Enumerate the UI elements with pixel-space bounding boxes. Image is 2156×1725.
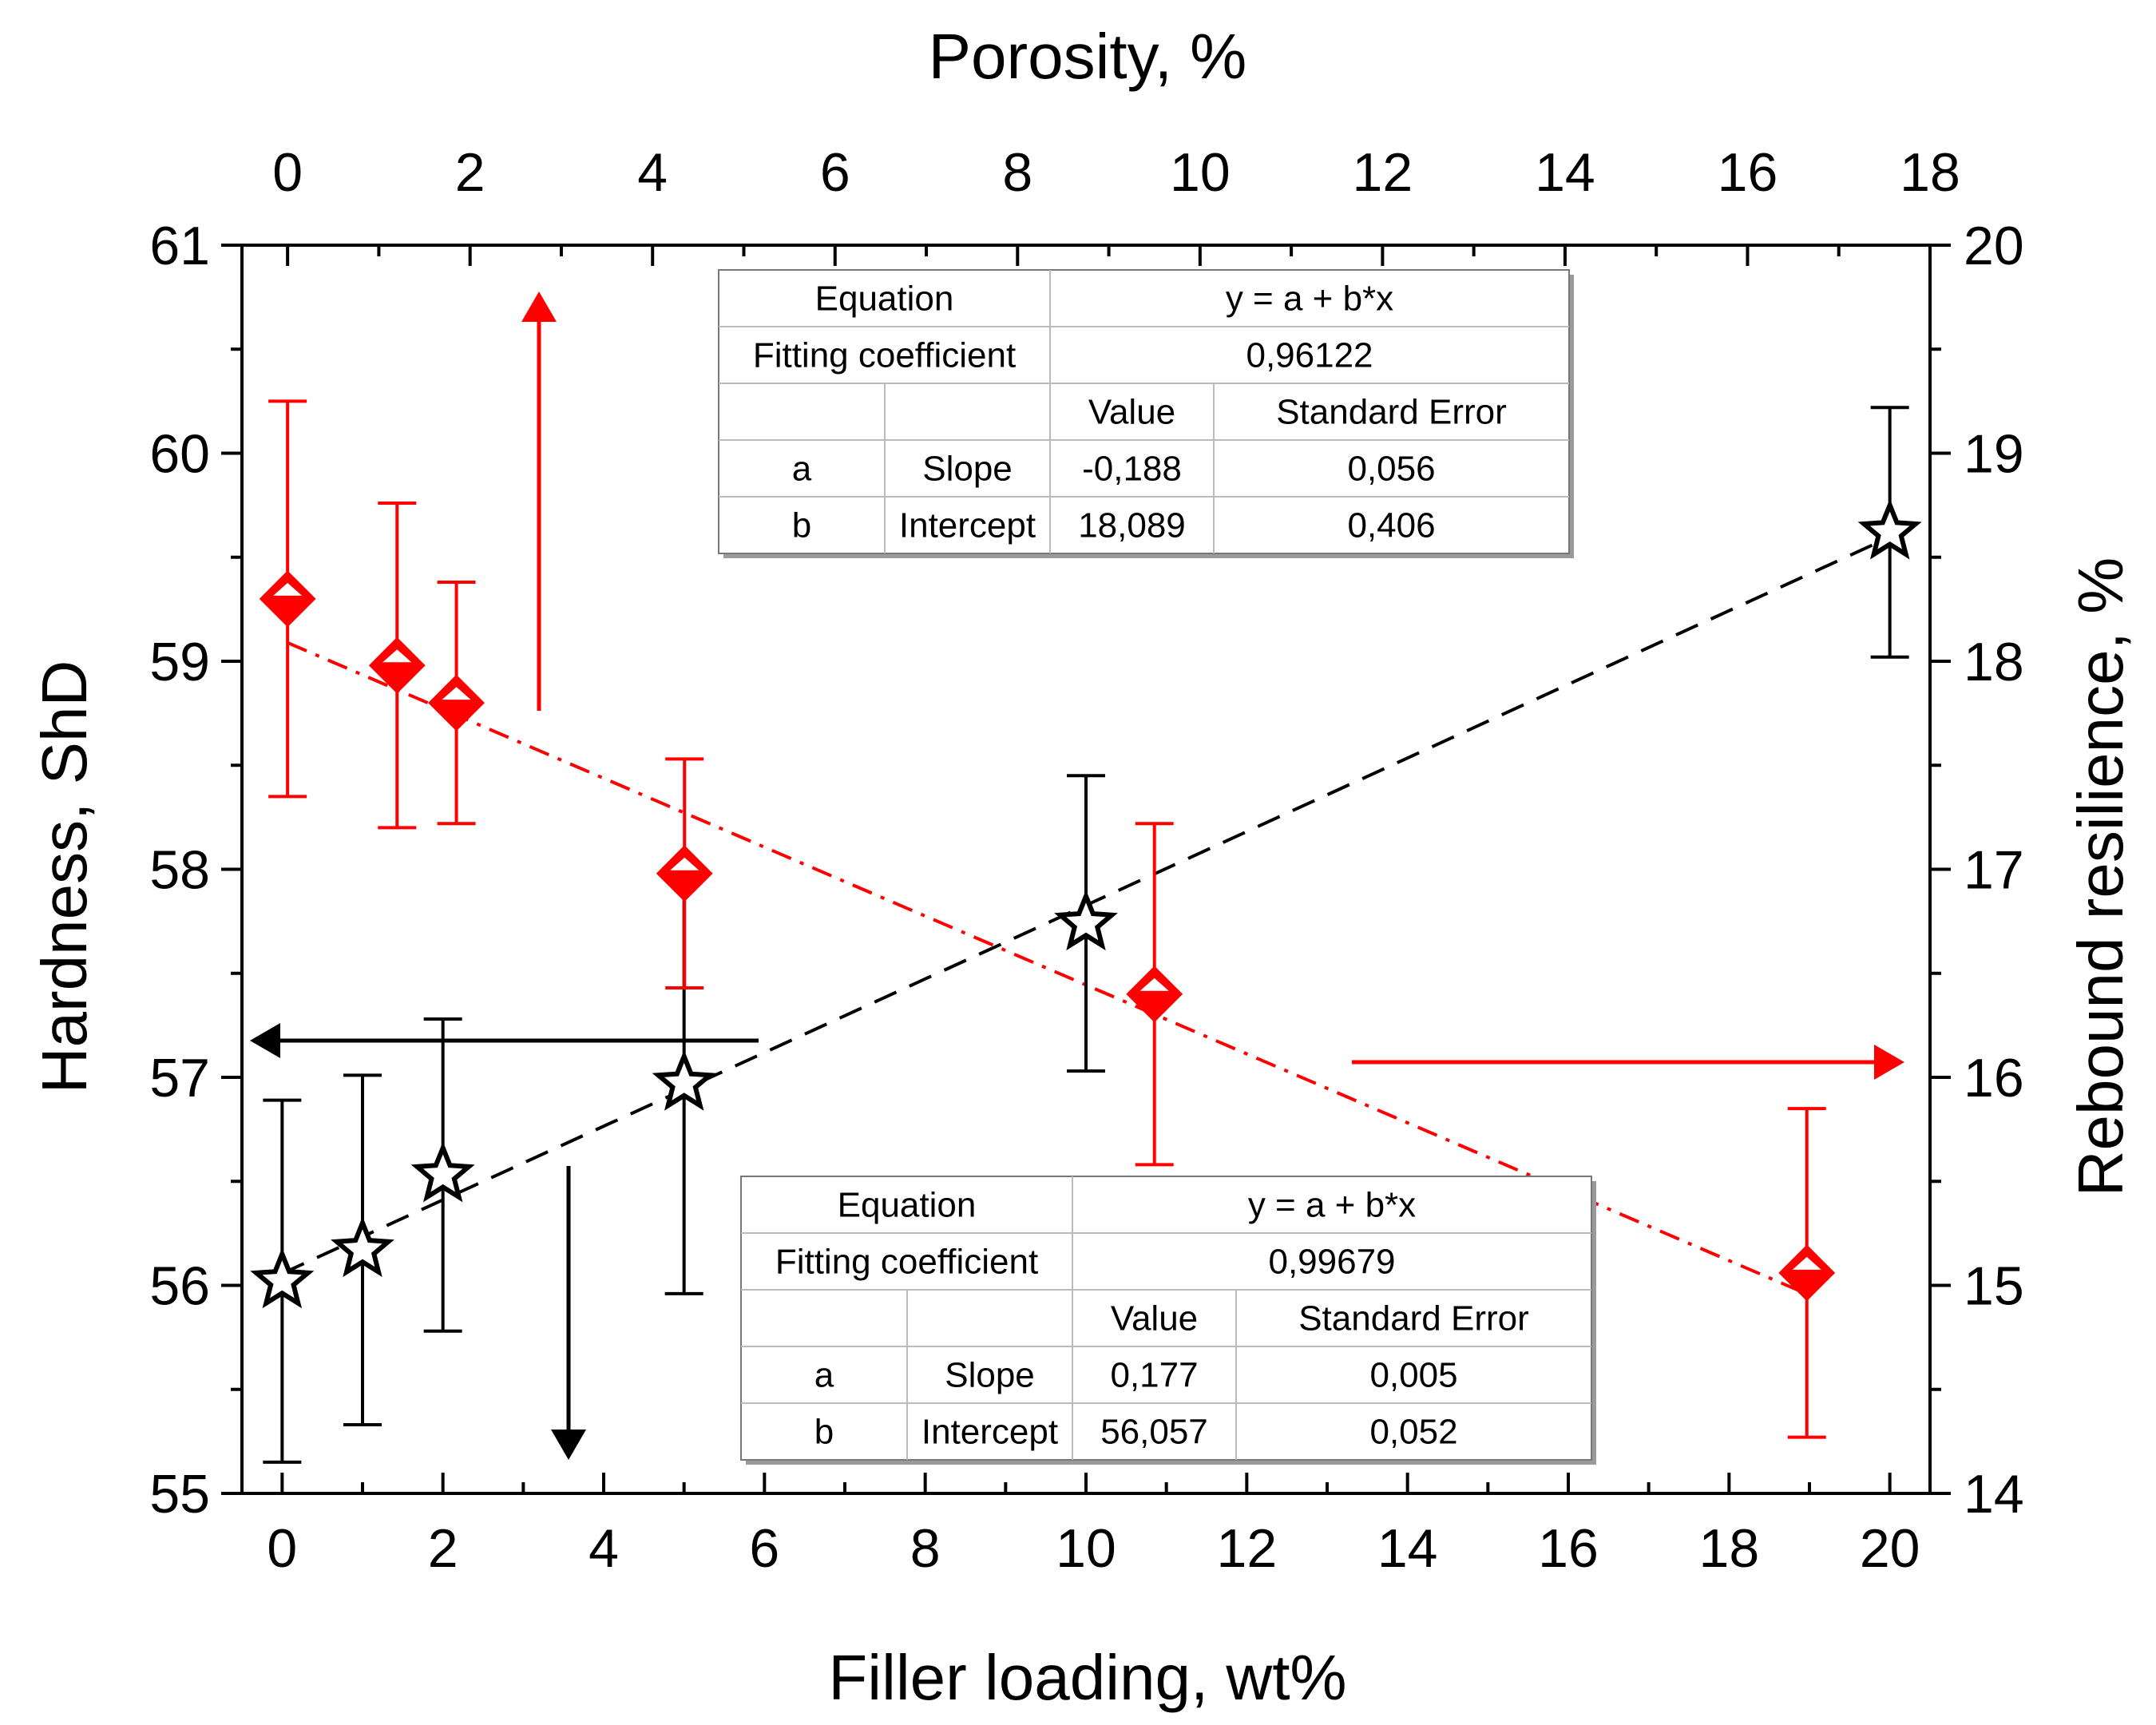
star-marker — [250, 1247, 315, 1309]
star-marker — [331, 1216, 394, 1278]
star-marker — [1054, 890, 1118, 951]
x-top-tick-label: 10 — [1170, 142, 1231, 203]
table-fit-label: Fitting coefficient — [753, 336, 1016, 375]
fit-table: Equation y = a + b*x Fitting coefficient 0,… — [740, 1176, 1596, 1465]
y-right-tick-label: 20 — [1964, 216, 2024, 276]
arrow-head — [1874, 1045, 1904, 1080]
diamond-marker — [1126, 966, 1183, 1023]
star-marker — [652, 1049, 716, 1111]
x-top-tick-label: 6 — [820, 142, 850, 203]
axis-ticks: 0 2 4 6 8 10 12 14 16 18 200 2 4 6 8 10 12 14 16 1855565758… — [149, 142, 2023, 1579]
table-param: b — [814, 1413, 834, 1452]
arrow-head — [521, 291, 557, 322]
table-equation-label: Equation — [815, 280, 954, 319]
data-points — [250, 498, 1922, 1309]
y-left-tick-label: 55 — [149, 1464, 210, 1525]
x-top-tick-label: 16 — [1718, 142, 1778, 203]
x-top-tick-label: 2 — [455, 142, 485, 203]
diamond-marker — [428, 674, 485, 732]
annotation-arrows — [250, 291, 1904, 1460]
fit-tables: Equation y = a + b*x Fitting coefficient 0,… — [718, 269, 1596, 1465]
table-param-value: -0,188 — [1082, 450, 1182, 489]
table-param-error: 0,056 — [1347, 450, 1435, 489]
arrow-head — [250, 1023, 280, 1058]
table-error-header: Standard Error — [1298, 1299, 1529, 1338]
x-top-tick-label: 12 — [1353, 142, 1413, 203]
table-border — [718, 269, 1570, 554]
x-top-tick-label: 4 — [637, 142, 668, 203]
table-fit-value: 0,96122 — [1246, 336, 1373, 375]
table-equation-label: Equation — [838, 1186, 977, 1225]
x-bottom-tick-label: 6 — [749, 1518, 779, 1579]
x-bottom-tick-label: 8 — [910, 1518, 941, 1579]
y-right-tick-label: 15 — [1964, 1256, 2024, 1317]
x-bottom-tick-label: 2 — [428, 1518, 458, 1579]
star-marker — [1857, 498, 1922, 560]
x-top-tick-label: 8 — [1002, 142, 1032, 203]
y-left-tick-label: 57 — [149, 1048, 210, 1108]
y-right-tick-label: 19 — [1964, 424, 2024, 485]
x-bottom-tick-label: 14 — [1377, 1518, 1438, 1579]
diamond-marker — [656, 845, 713, 902]
diamond-highlight — [1792, 1256, 1821, 1270]
arrow-head — [551, 1430, 586, 1460]
x-top-tick-label: 18 — [1900, 142, 1960, 203]
diamond-marker — [259, 570, 316, 628]
table-fit-label: Fitting coefficient — [775, 1243, 1038, 1282]
diamond-highlight — [442, 687, 471, 700]
fit-table: Equation y = a + b*x Fitting coefficient 0,… — [718, 269, 1574, 558]
table-param: a — [792, 450, 812, 489]
diamond-highlight — [273, 582, 303, 596]
x-bottom-tick-label: 4 — [589, 1518, 619, 1579]
star-marker — [410, 1141, 475, 1203]
x-bottom-tick-label: 12 — [1217, 1518, 1278, 1579]
y-right-tick-label: 17 — [1964, 840, 2024, 901]
y-right-tick-label: 16 — [1964, 1048, 2024, 1108]
y-axis-title-right: Rebound resilience, % — [2065, 557, 2136, 1196]
table-error-header: Standard Error — [1276, 393, 1507, 432]
y-left-tick-label: 56 — [149, 1256, 210, 1317]
table-param-error: 0,005 — [1369, 1356, 1457, 1395]
table-param-error: 0,406 — [1347, 506, 1435, 545]
y-left-tick-label: 60 — [149, 424, 210, 485]
table-value-header: Value — [1111, 1299, 1198, 1338]
table-equation: y = a + b*x — [1226, 280, 1393, 319]
table-param-name: Intercept — [899, 506, 1036, 545]
x-bottom-tick-label: 16 — [1538, 1518, 1599, 1579]
x-bottom-tick-label: 0 — [267, 1518, 297, 1579]
table-param-error: 0,052 — [1369, 1413, 1457, 1452]
x-bottom-tick-label: 18 — [1699, 1518, 1760, 1579]
table-param-value: 56,057 — [1100, 1413, 1208, 1452]
table-param: a — [814, 1356, 834, 1395]
x-bottom-tick-label: 20 — [1860, 1518, 1920, 1579]
y-left-tick-label: 61 — [149, 216, 210, 276]
table-equation: y = a + b*x — [1248, 1186, 1416, 1225]
table-fit-value: 0,99679 — [1268, 1243, 1395, 1282]
y-axis-title-left: Hardness, ShD — [29, 660, 100, 1093]
x-axis-title-bottom: Filler loading, wt% — [828, 1642, 1346, 1713]
x-top-tick-label: 0 — [272, 142, 303, 203]
x-top-tick-label: 14 — [1535, 142, 1595, 203]
x-axis-title-top: Porosity, % — [929, 21, 1247, 92]
x-bottom-tick-label: 10 — [1056, 1518, 1116, 1579]
y-right-tick-label: 18 — [1964, 632, 2024, 692]
table-param-name: Intercept — [921, 1413, 1058, 1452]
diamond-marker — [1778, 1244, 1836, 1302]
table-border — [740, 1176, 1592, 1461]
table-param-value: 0,177 — [1110, 1356, 1198, 1395]
table-param: b — [792, 506, 811, 545]
diamond-highlight — [1139, 978, 1169, 991]
table-param-name: Slope — [945, 1356, 1035, 1395]
y-left-tick-label: 58 — [149, 840, 210, 901]
table-param-name: Slope — [922, 450, 1013, 489]
table-param-value: 18,089 — [1078, 506, 1186, 545]
table-value-header: Value — [1088, 393, 1175, 432]
diamond-highlight — [382, 649, 412, 663]
y-right-tick-label: 14 — [1964, 1464, 2024, 1525]
diamond-marker — [368, 636, 426, 694]
y-left-tick-label: 59 — [149, 632, 210, 692]
diamond-highlight — [670, 857, 700, 870]
